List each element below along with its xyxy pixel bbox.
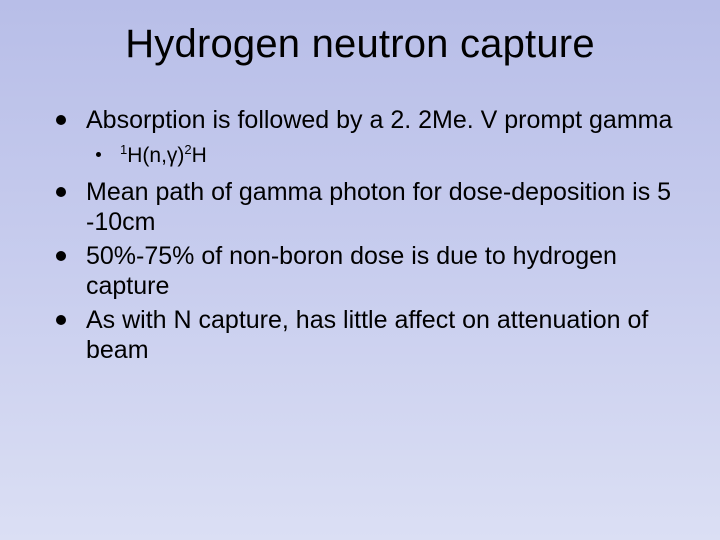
- list-item: Absorption is followed by a 2. 2Me. V pr…: [54, 105, 680, 169]
- bullet-list: Absorption is followed by a 2. 2Me. V pr…: [54, 105, 680, 366]
- bullet-text: Absorption is followed by a 2. 2Me. V pr…: [86, 106, 672, 134]
- sub-bullet-text: 1H(n,γ)2H: [120, 144, 207, 167]
- list-item: As with N capture, has little affect on …: [54, 305, 680, 366]
- bullet-text: 50%-75% of non-boron dose is due to hydr…: [86, 242, 617, 301]
- slide-content: Absorption is followed by a 2. 2Me. V pr…: [40, 105, 680, 366]
- slide-title: Hydrogen neutron capture: [40, 22, 680, 67]
- bullet-text: As with N capture, has little affect on …: [86, 306, 648, 365]
- list-item: 50%-75% of non-boron dose is due to hydr…: [54, 241, 680, 302]
- sub-list-item: 1H(n,γ)2H: [92, 142, 680, 169]
- list-item: Mean path of gamma photon for dose-depos…: [54, 177, 680, 238]
- sub-bullet-list: 1H(n,γ)2H: [92, 142, 680, 169]
- bullet-text: Mean path of gamma photon for dose-depos…: [86, 178, 671, 237]
- slide: Hydrogen neutron capture Absorption is f…: [0, 0, 720, 540]
